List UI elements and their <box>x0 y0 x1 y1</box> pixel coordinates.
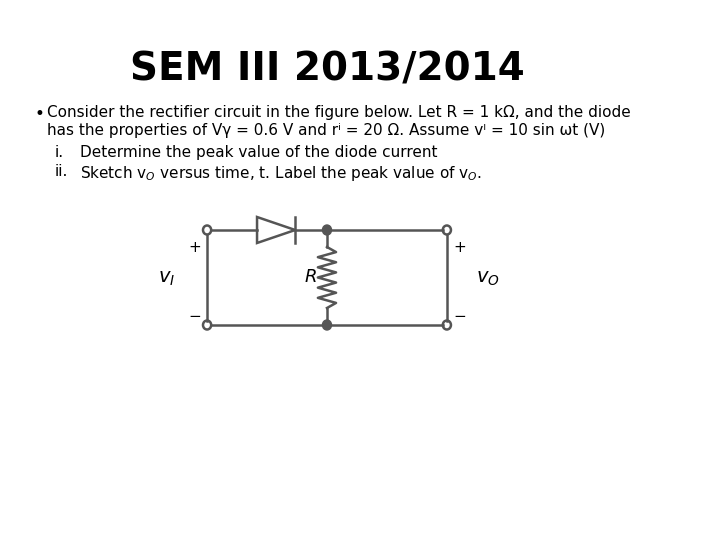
Text: +: + <box>453 240 466 255</box>
Text: −: − <box>188 309 201 324</box>
Text: i.: i. <box>55 145 63 160</box>
Text: $v_O$: $v_O$ <box>476 268 500 287</box>
Text: ii.: ii. <box>55 164 68 179</box>
Circle shape <box>323 225 331 235</box>
Circle shape <box>323 320 331 330</box>
Text: •: • <box>35 105 45 123</box>
Text: R: R <box>305 268 317 287</box>
Text: $v_I$: $v_I$ <box>158 268 175 287</box>
Text: SEM III 2013/2014: SEM III 2013/2014 <box>130 50 524 88</box>
Text: Determine the peak value of the diode current: Determine the peak value of the diode cu… <box>80 145 438 160</box>
Text: Consider the rectifier circuit in the figure below. Let R = 1 kΩ, and the diode: Consider the rectifier circuit in the fi… <box>48 105 631 120</box>
Text: +: + <box>188 240 201 255</box>
Text: Sketch v$_O$ versus time, t. Label the peak value of v$_O$.: Sketch v$_O$ versus time, t. Label the p… <box>80 164 482 183</box>
Text: has the properties of Vγ = 0.6 V and rⁱ = 20 Ω. Assume vᴵ = 10 sin ωt (V): has the properties of Vγ = 0.6 V and rⁱ … <box>48 123 606 138</box>
Text: −: − <box>453 309 466 324</box>
